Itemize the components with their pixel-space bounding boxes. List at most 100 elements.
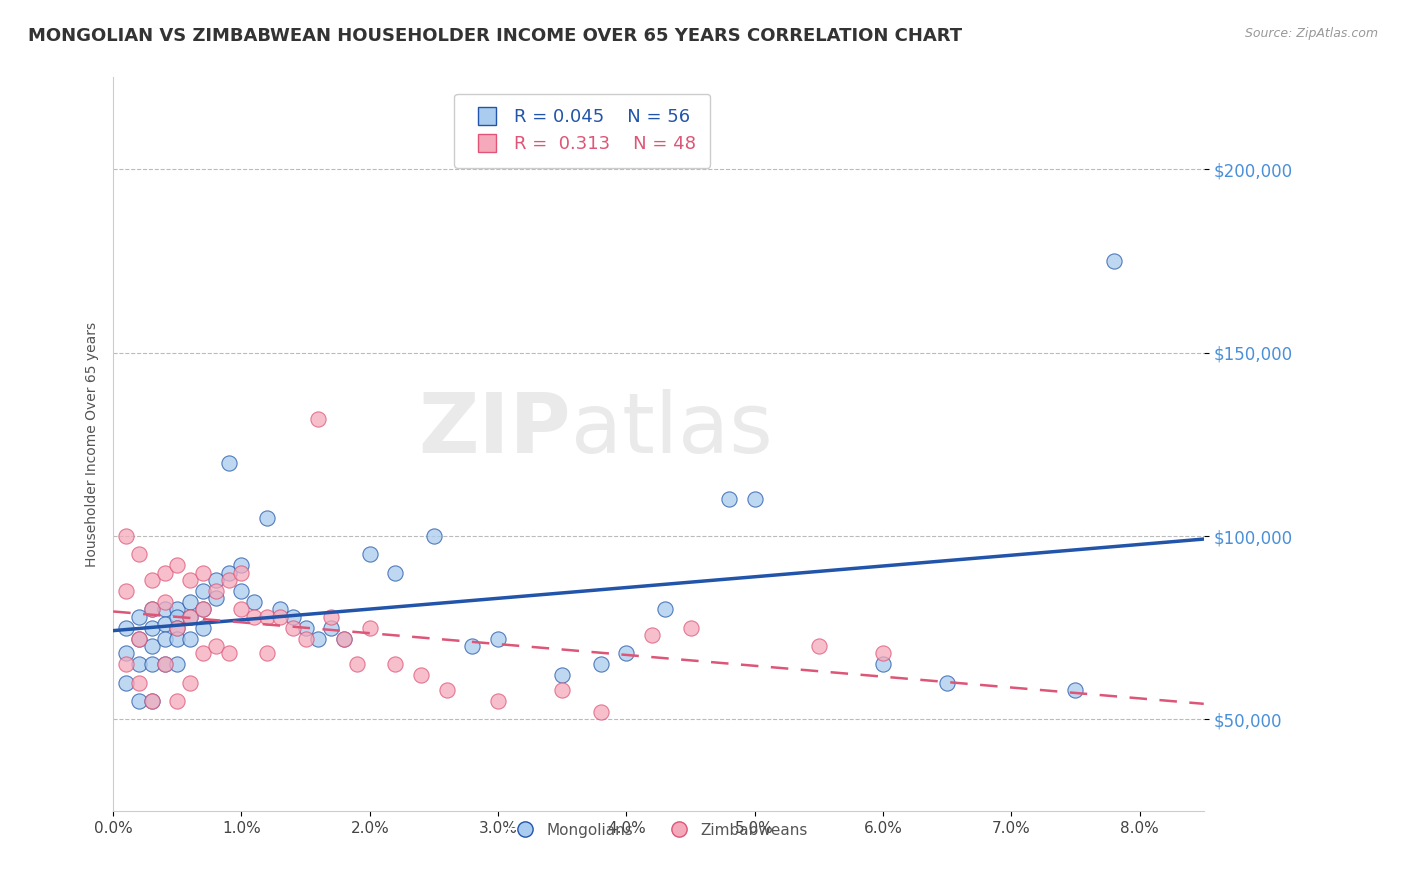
Point: [281, 621, 304, 635]
Point: [128, 632, 150, 646]
Point: [654, 602, 676, 616]
Point: [718, 492, 741, 507]
Point: [1102, 253, 1125, 268]
Point: [936, 675, 959, 690]
Point: [616, 647, 638, 661]
Point: [218, 566, 240, 580]
Point: [461, 639, 484, 653]
Point: [166, 609, 188, 624]
Point: [141, 602, 163, 616]
Point: [321, 621, 343, 635]
Text: atlas: atlas: [571, 389, 773, 470]
Point: [231, 566, 253, 580]
Point: [166, 621, 188, 635]
Point: [872, 657, 894, 672]
Point: [346, 657, 368, 672]
Point: [411, 668, 433, 682]
Point: [384, 657, 406, 672]
Point: [205, 639, 228, 653]
Legend: Mongolians, Zimbabweans: Mongolians, Zimbabweans: [503, 817, 814, 844]
Point: [294, 632, 316, 646]
Point: [641, 628, 664, 642]
Point: [128, 609, 150, 624]
Point: [179, 632, 201, 646]
Point: [153, 657, 176, 672]
Point: [359, 547, 381, 561]
Point: [281, 609, 304, 624]
Point: [744, 492, 766, 507]
Point: [205, 584, 228, 599]
Point: [807, 639, 830, 653]
Point: [256, 510, 278, 524]
Point: [269, 609, 291, 624]
Point: [153, 566, 176, 580]
Point: [115, 657, 138, 672]
Text: Source: ZipAtlas.com: Source: ZipAtlas.com: [1244, 27, 1378, 40]
Point: [141, 621, 163, 635]
Point: [153, 602, 176, 616]
Point: [486, 632, 509, 646]
Point: [589, 705, 612, 719]
Point: [179, 609, 201, 624]
Point: [308, 632, 330, 646]
Point: [218, 456, 240, 470]
Point: [1064, 683, 1087, 698]
Point: [243, 595, 266, 609]
Point: [256, 609, 278, 624]
Point: [191, 566, 214, 580]
Point: [128, 694, 150, 708]
Y-axis label: Householder Income Over 65 years: Householder Income Over 65 years: [86, 322, 100, 567]
Point: [128, 632, 150, 646]
Point: [191, 647, 214, 661]
Point: [294, 621, 316, 635]
Point: [141, 694, 163, 708]
Point: [128, 547, 150, 561]
Point: [256, 647, 278, 661]
Point: [153, 617, 176, 632]
Point: [166, 657, 188, 672]
Point: [153, 657, 176, 672]
Point: [551, 683, 574, 698]
Point: [166, 632, 188, 646]
Point: [128, 675, 150, 690]
Point: [115, 621, 138, 635]
Point: [115, 584, 138, 599]
Point: [191, 602, 214, 616]
Point: [486, 694, 509, 708]
Point: [141, 639, 163, 653]
Point: [384, 566, 406, 580]
Point: [166, 558, 188, 573]
Point: [153, 632, 176, 646]
Point: [218, 647, 240, 661]
Point: [231, 602, 253, 616]
Text: MONGOLIAN VS ZIMBABWEAN HOUSEHOLDER INCOME OVER 65 YEARS CORRELATION CHART: MONGOLIAN VS ZIMBABWEAN HOUSEHOLDER INCO…: [28, 27, 962, 45]
Point: [166, 602, 188, 616]
Point: [423, 529, 446, 543]
Point: [141, 573, 163, 587]
Point: [333, 632, 356, 646]
Point: [269, 602, 291, 616]
Point: [243, 609, 266, 624]
Point: [551, 668, 574, 682]
Point: [205, 591, 228, 606]
Text: ZIP: ZIP: [419, 389, 571, 470]
Point: [153, 595, 176, 609]
Point: [589, 657, 612, 672]
Point: [218, 573, 240, 587]
Point: [179, 609, 201, 624]
Point: [359, 621, 381, 635]
Point: [191, 584, 214, 599]
Point: [141, 657, 163, 672]
Point: [166, 621, 188, 635]
Point: [872, 647, 894, 661]
Point: [179, 675, 201, 690]
Point: [191, 602, 214, 616]
Point: [128, 657, 150, 672]
Point: [321, 609, 343, 624]
Point: [333, 632, 356, 646]
Point: [205, 573, 228, 587]
Point: [231, 558, 253, 573]
Point: [308, 411, 330, 425]
Point: [436, 683, 458, 698]
Point: [166, 694, 188, 708]
